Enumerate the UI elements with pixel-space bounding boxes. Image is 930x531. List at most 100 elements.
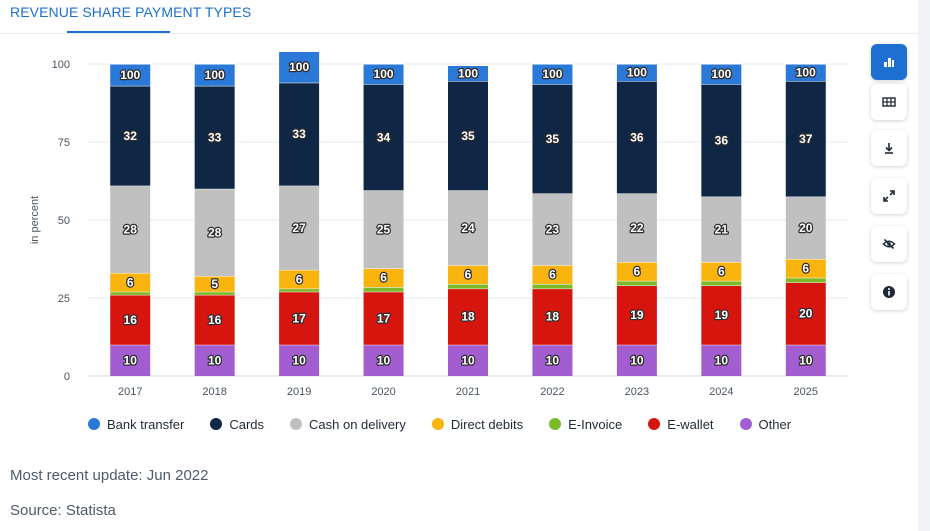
hide-button[interactable] <box>871 226 907 262</box>
bar-segment <box>532 84 573 194</box>
bar-segment <box>110 344 151 376</box>
data-label: 6 <box>465 268 472 282</box>
bar-segment <box>448 81 488 191</box>
legend-item[interactable]: E-Invoice <box>549 417 622 432</box>
legend-marker <box>739 418 752 430</box>
info-icon <box>882 285 896 299</box>
bar-segment <box>785 64 826 82</box>
bar-segment <box>701 84 742 197</box>
bar-segment <box>532 288 573 345</box>
data-label: 19 <box>630 308 644 322</box>
x-tick-label: 2019 <box>287 386 311 398</box>
bar-segment <box>701 344 742 376</box>
data-label: 6 <box>634 264 641 278</box>
bar-segment <box>448 344 488 376</box>
legend-marker <box>431 418 444 430</box>
legend-label: Direct debits <box>450 416 524 432</box>
data-label: 10 <box>630 353 644 367</box>
bar-segment <box>279 185 320 270</box>
data-label: 10 <box>799 353 813 367</box>
data-label: 21 <box>715 222 729 236</box>
bar-segment <box>616 64 657 82</box>
fullscreen-button[interactable] <box>871 178 907 214</box>
data-label: 20 <box>799 221 813 235</box>
bar-segment <box>532 283 573 289</box>
bar-segment <box>363 268 404 288</box>
bar-segment <box>279 82 320 186</box>
bar-segment <box>194 344 235 376</box>
data-label: 100 <box>711 67 731 81</box>
data-label: 22 <box>630 221 644 235</box>
data-label: 35 <box>546 132 560 146</box>
data-label: 20 <box>799 307 813 321</box>
download-button[interactable] <box>871 130 907 166</box>
bar-segment <box>701 262 742 281</box>
y-tick-label: 0 <box>64 371 70 383</box>
legend-item[interactable]: Cash on delivery <box>290 417 406 432</box>
legend-label: Cash on delivery <box>309 416 406 432</box>
update-note: Most recent update: Jun 2022 <box>10 467 209 484</box>
y-tick-label: 100 <box>52 59 70 71</box>
data-label: 100 <box>120 68 140 82</box>
table-icon <box>882 95 896 109</box>
x-tick-label: 2022 <box>540 386 564 398</box>
bar-segment <box>616 344 657 376</box>
data-label: 100 <box>374 67 394 81</box>
data-label: 18 <box>461 310 475 324</box>
bar-segment <box>363 291 404 345</box>
legend-item[interactable]: E-wallet <box>648 416 714 432</box>
x-tick-label: 2023 <box>625 386 649 398</box>
scrollbar-track[interactable] <box>918 0 930 531</box>
legend-item[interactable]: Bank transfer <box>88 417 184 432</box>
bar-segment <box>532 344 573 376</box>
legend-label: Cards <box>229 416 265 432</box>
eye-slash-icon <box>882 237 896 251</box>
bar-segment <box>279 269 320 289</box>
bar-segment <box>363 287 404 292</box>
x-tick-label: 2024 <box>709 386 733 398</box>
data-label: 100 <box>796 66 816 80</box>
bar-segment <box>701 285 742 345</box>
info-button[interactable] <box>871 274 907 310</box>
x-tick-label: 2025 <box>794 386 818 398</box>
data-label: 28 <box>208 225 222 239</box>
chart-view-button[interactable] <box>871 44 907 80</box>
data-label: 27 <box>292 221 306 235</box>
legend-item[interactable]: Other <box>739 417 791 432</box>
data-label: 10 <box>292 353 306 367</box>
data-label: 100 <box>627 66 647 80</box>
bar-segment <box>616 262 657 281</box>
bar-segment <box>110 85 151 186</box>
x-tick-label: 2020 <box>371 386 395 398</box>
data-label: 100 <box>458 66 478 80</box>
table-view-button[interactable] <box>871 84 907 120</box>
y-tick-label: 75 <box>58 137 70 149</box>
legend-marker <box>88 418 100 430</box>
data-label: 6 <box>549 268 556 282</box>
legend-label: E-wallet <box>667 416 714 432</box>
bar-segment <box>363 64 404 85</box>
legend-item[interactable]: Cards <box>210 417 264 432</box>
data-label: 23 <box>546 222 560 236</box>
data-label: 100 <box>542 67 562 81</box>
bar-segment <box>785 196 826 259</box>
data-label: 18 <box>546 310 560 324</box>
chart-legend: Bank transfer Cards Cash on delivery Direct… <box>88 414 817 434</box>
data-label: 36 <box>630 130 644 144</box>
bar-segment <box>110 273 151 292</box>
bar-segment <box>532 64 573 85</box>
data-label: 16 <box>208 313 222 327</box>
data-label: 10 <box>461 353 475 367</box>
data-label: 25 <box>377 222 391 236</box>
data-label: 6 <box>718 264 725 278</box>
data-label: 17 <box>292 311 306 325</box>
legend-item[interactable]: Direct debits <box>431 416 524 432</box>
bar-segment <box>785 282 826 345</box>
chart-title: REVENUE SHARE PAYMENT TYPES <box>10 4 252 20</box>
data-label: 24 <box>461 221 475 235</box>
y-axis-label: in percent <box>29 196 41 244</box>
x-tick-label: 2021 <box>456 386 480 398</box>
download-icon <box>882 141 896 155</box>
bar-segment <box>785 277 826 283</box>
